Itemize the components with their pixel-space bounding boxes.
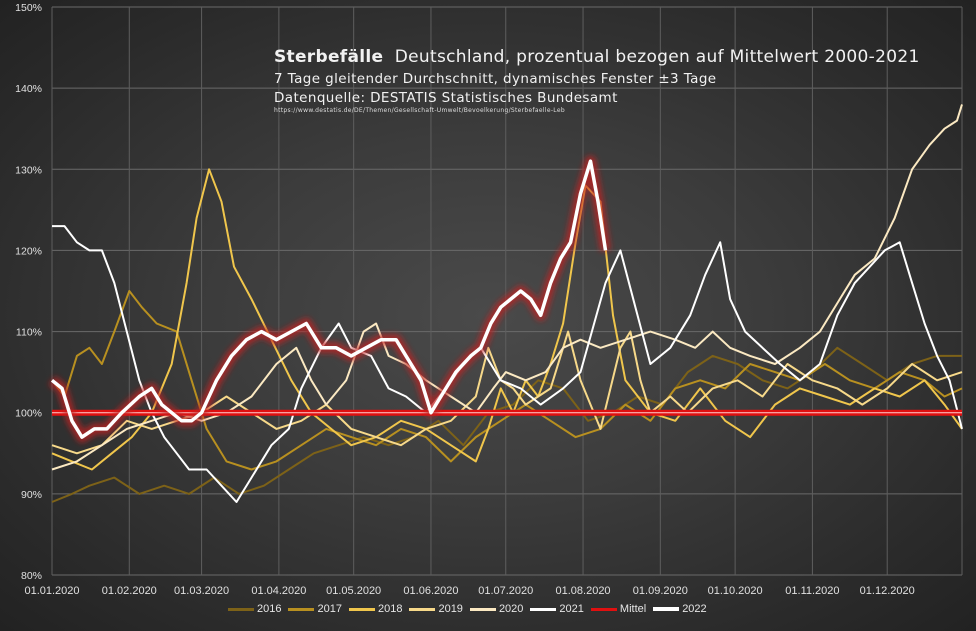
legend-swatch	[409, 607, 436, 611]
x-tick-label: 01.10.2020	[708, 585, 763, 597]
x-axis-ticks: 01.01.2020 01.02.2020 01.03.2020 01.04.2020…	[24, 585, 914, 597]
y-tick-label: 80%	[21, 570, 42, 582]
chart-title-block: Sterbefälle Deutschland, prozentual bezo…	[274, 47, 920, 114]
series-2022-line	[50, 159, 608, 439]
y-tick-label: 140%	[15, 83, 42, 95]
x-tick-label: 01.02.2020	[102, 585, 157, 597]
x-tick-label: 01.04.2020	[251, 585, 306, 597]
chart-subtitle: 7 Tage gleitender Durchschnitt, dynamisc…	[274, 71, 717, 87]
legend-item-mittel: Mittel	[590, 603, 647, 615]
y-axis-ticks: 80% 90% 100% 110% 120% 130% 140% 150%	[15, 2, 42, 582]
y-tick-label: 100%	[15, 408, 42, 420]
y-tick-label: 110%	[16, 327, 42, 339]
y-tick-label: 90%	[21, 489, 42, 501]
x-tick-label: 01.12.2020	[860, 585, 915, 597]
legend-item-2021: 2021	[530, 603, 584, 615]
legend-swatch	[348, 607, 375, 611]
chart-source: Datenquelle: DESTATIS Statistisches Bund…	[274, 90, 618, 106]
legend-swatch	[530, 607, 557, 611]
y-tick-label: 120%	[15, 245, 42, 257]
legend-label: 2022	[682, 603, 707, 615]
chart-title-bold: Sterbefälle	[274, 47, 384, 67]
legend-item-2019: 2019	[409, 603, 463, 615]
y-tick-label: 150%	[15, 2, 42, 14]
legend-label: 2020	[498, 603, 524, 615]
x-tick-label: 01.08.2020	[556, 585, 611, 597]
series-2017-line	[51, 290, 963, 471]
legend-label: 2017	[317, 603, 342, 615]
legend-label: 2019	[438, 603, 463, 615]
x-tick-label: 01.05.2020	[326, 585, 381, 597]
y-tick-label: 130%	[15, 164, 42, 176]
legend-label: 2021	[559, 603, 584, 615]
legend-swatch	[653, 607, 680, 611]
chart-legend: 2016 2017 2018 2019 2020 2021 Mittel 2022	[228, 603, 714, 615]
x-tick-label: 01.03.2020	[174, 585, 229, 597]
legend-item-2020: 2020	[469, 603, 524, 615]
chart-source-url: https://www.destatis.de/DE/Themen/Gesell…	[274, 107, 565, 114]
legend-item-2018: 2018	[348, 603, 403, 615]
legend-label: 2016	[257, 603, 282, 615]
legend-label: 2018	[377, 603, 403, 615]
series-2021-line	[52, 225, 963, 503]
x-tick-label: 01.01.2020	[24, 585, 79, 597]
series-2018-line	[51, 168, 963, 471]
legend-swatch	[288, 607, 315, 611]
series-2020-line	[51, 104, 963, 471]
legend-label: Mittel	[619, 603, 647, 615]
chart-title-rest: Deutschland, prozentual bezogen auf Mitt…	[394, 47, 920, 67]
legend-swatch	[228, 607, 254, 611]
series-group	[48, 104, 963, 503]
legend-swatch	[469, 607, 496, 611]
x-tick-label: 01.07.2020	[478, 585, 533, 597]
chart-title: Sterbefälle Deutschland, prozentual bezo…	[274, 47, 920, 67]
legend-item-2017: 2017	[288, 603, 342, 615]
x-tick-label: 01.09.2020	[633, 585, 688, 597]
series-2019-line	[51, 330, 963, 455]
legend-item-2016: 2016	[228, 603, 281, 615]
x-tick-label: 01.06.2020	[403, 585, 458, 597]
legend-item-2022: 2022	[653, 603, 707, 615]
x-tick-label: 01.11.2020	[785, 585, 839, 597]
legend-swatch	[590, 607, 617, 611]
